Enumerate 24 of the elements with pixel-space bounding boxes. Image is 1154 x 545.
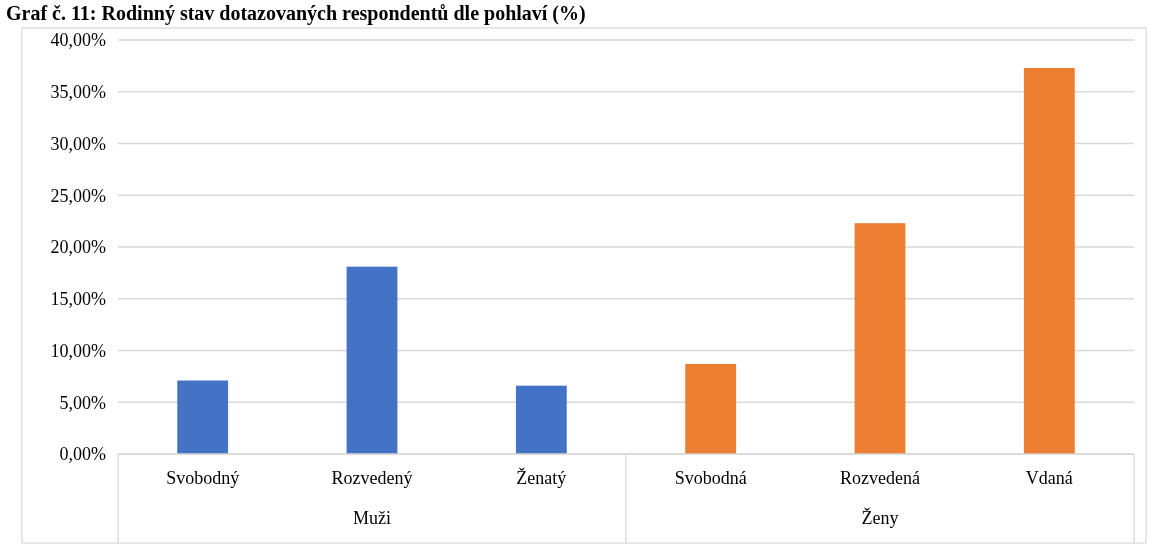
bar [1023,67,1075,454]
y-tick-label: 15,00% [50,289,106,310]
y-tick-label: 10,00% [50,340,106,361]
x-tick-label: Rozvedená [840,468,920,488]
text: Ženy [861,507,899,528]
x-tick-label: Svobodná [674,468,747,488]
bar [854,223,906,454]
x-tick-label: Vdaná [1025,468,1073,488]
y-tick-label: 5,00% [59,392,106,413]
y-tick-label: 35,00% [50,82,106,103]
y-tick-label: 20,00% [50,237,106,258]
x-tick-label: Ženatý [516,467,567,488]
y-tick-label: 0,00% [59,444,106,465]
y-tick-label: 40,00% [50,30,106,51]
text: Muži [353,508,391,528]
y-tick-label: 25,00% [50,185,106,206]
x-tick-label: Svobodný [166,468,240,488]
bar [177,380,229,454]
x-tick-label: Rozvedený [331,468,413,488]
bar [515,385,567,454]
chart-title: Graf č. 11: Rodinný stav dotazovaných respondentů dle pohlaví (%) [6,2,586,25]
bar [346,266,398,454]
y-tick-label: 30,00% [50,133,106,154]
bar [685,363,737,454]
